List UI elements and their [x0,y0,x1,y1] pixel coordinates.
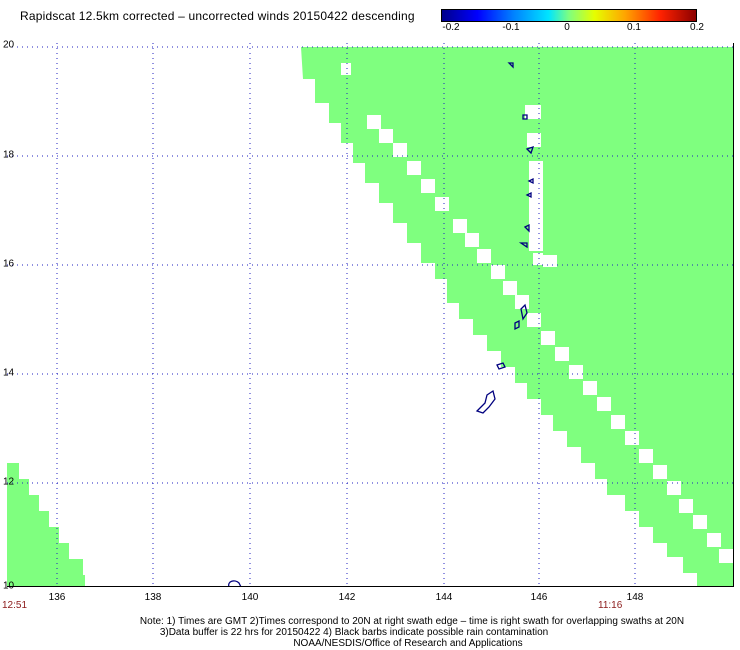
map-plot [7,43,734,587]
colorbar-label-zero: 0 [564,22,570,33]
agrihan-island [507,62,514,69]
time-left: 12:51 [2,600,28,611]
anatahan-island [525,145,535,155]
lat-label-12: 12 [3,476,15,488]
lat-label-10: 10 [3,580,15,592]
lon-label-138: 138 [144,592,162,603]
note-line-2: 3)Data buffer is 22 hrs for 20150422 4) … [159,627,549,638]
lat-label-16: 16 [3,258,15,270]
island-f [525,191,532,199]
lon-label-144: 144 [435,592,453,603]
guam-island [475,389,496,414]
map-canvas [7,43,734,587]
swath-left [7,463,85,587]
pagan-island [522,114,528,120]
lat-label-18: 18 [3,149,15,161]
lon-label-146: 146 [530,592,548,603]
island-h [518,242,528,249]
colorbar-label-neg: -0.1 [502,22,520,33]
lat-label-20: 20 [3,39,15,51]
lon-label-148: 148 [626,592,644,603]
swath-right [301,47,734,587]
island-e [527,177,534,185]
sonsorol-island [228,580,242,587]
graticule [7,43,734,587]
colorbar-label-max: 0.2 [690,22,704,33]
lon-label-142: 142 [338,592,356,603]
tinian-island [514,319,520,331]
colorbar [441,9,697,22]
map-title: Rapidscat 12.5km corrected – uncorrected… [20,9,415,23]
rota-island [496,362,506,370]
lat-label-14: 14 [3,367,15,379]
lon-label-140: 140 [241,592,259,603]
lon-label-136: 136 [48,592,66,603]
colorbar-label-pos: 0.1 [627,22,641,33]
time-right: 11:16 [598,600,623,611]
colorbar-label-min: -0.2 [442,22,460,33]
note-line-1: Note: 1) Times are GMT 2)Times correspon… [139,616,685,627]
island-g [523,223,530,233]
saipan-island [520,303,528,321]
coastlines [228,62,535,587]
note-line-3: NOAA/NESDIS/Office of Research and Appli… [293,638,523,649]
